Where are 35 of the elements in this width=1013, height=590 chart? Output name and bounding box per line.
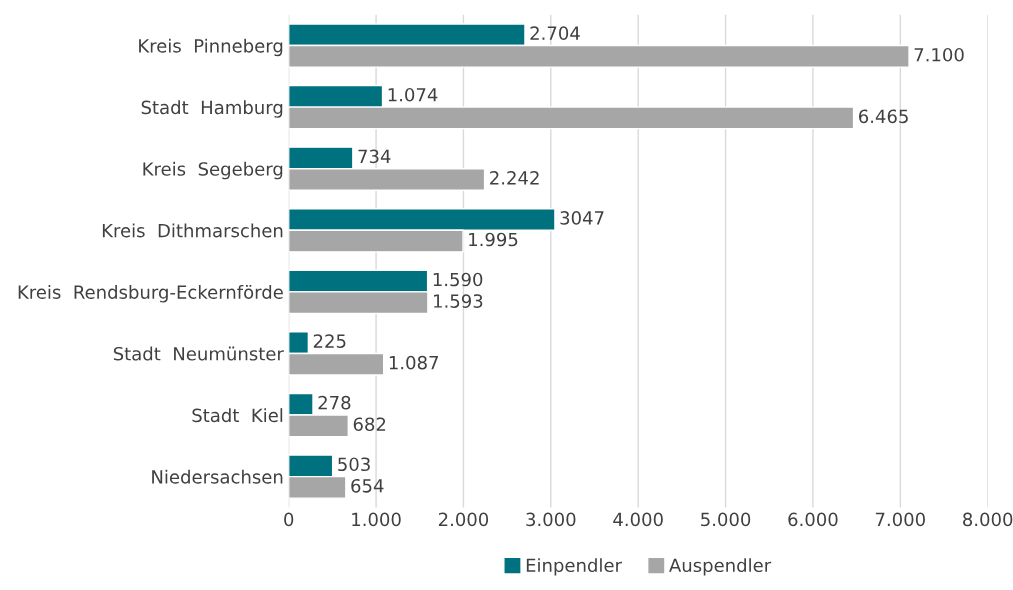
data-label: 682 [353, 417, 386, 432]
x-tick-label: 3.000 [526, 512, 576, 527]
y-tick-label: Kreis Dithmarschen [102, 223, 283, 238]
data-label: 2.704 [530, 26, 580, 40]
legend-label: Auspendler [669, 558, 772, 576]
x-tick-label: 2.000 [438, 512, 489, 527]
data-label: 1.087 [389, 355, 438, 370]
x-tick-label: 0 [284, 512, 294, 527]
y-tick-label: Kreis Segeberg [143, 161, 283, 180]
x-tick-label: 1.000 [352, 512, 401, 527]
y-tick-label: Stadt Hamburg [141, 100, 283, 118]
legend-label: Einpendler [526, 558, 622, 576]
data-label: 1.593 [434, 294, 483, 308]
data-label: 1.995 [469, 232, 518, 247]
y-tick-label: Stadt Kiel [192, 408, 283, 423]
x-tick-label: 4.000 [613, 512, 663, 527]
data-label: 2.242 [490, 171, 539, 185]
data-label: 1.074 [388, 87, 438, 102]
y-tick-label: Kreis Rendsburg-Eckernförde [18, 285, 283, 303]
data-label: 3047 [560, 211, 604, 225]
data-label: 6.465 [858, 109, 908, 124]
x-tick-label: 7.000 [875, 512, 925, 527]
data-label: 278 [318, 395, 351, 410]
x-tick-label: 6.000 [788, 512, 838, 527]
data-label: 1.590 [433, 272, 483, 287]
y-tick-label: Stadt Neumünster [113, 346, 284, 361]
y-tick-label: Niedersachsen [152, 469, 283, 484]
x-tick-label: 8.000 [963, 512, 1013, 527]
data-label: 734 [358, 149, 391, 164]
data-label: 654 [351, 478, 384, 493]
x-tick-label: 5.000 [701, 512, 751, 527]
data-label: 503 [338, 457, 370, 472]
y-tick-label: Kreis Pinneberg [139, 38, 283, 57]
data-label: 225 [313, 334, 346, 348]
data-label: 7.100 [914, 47, 964, 62]
